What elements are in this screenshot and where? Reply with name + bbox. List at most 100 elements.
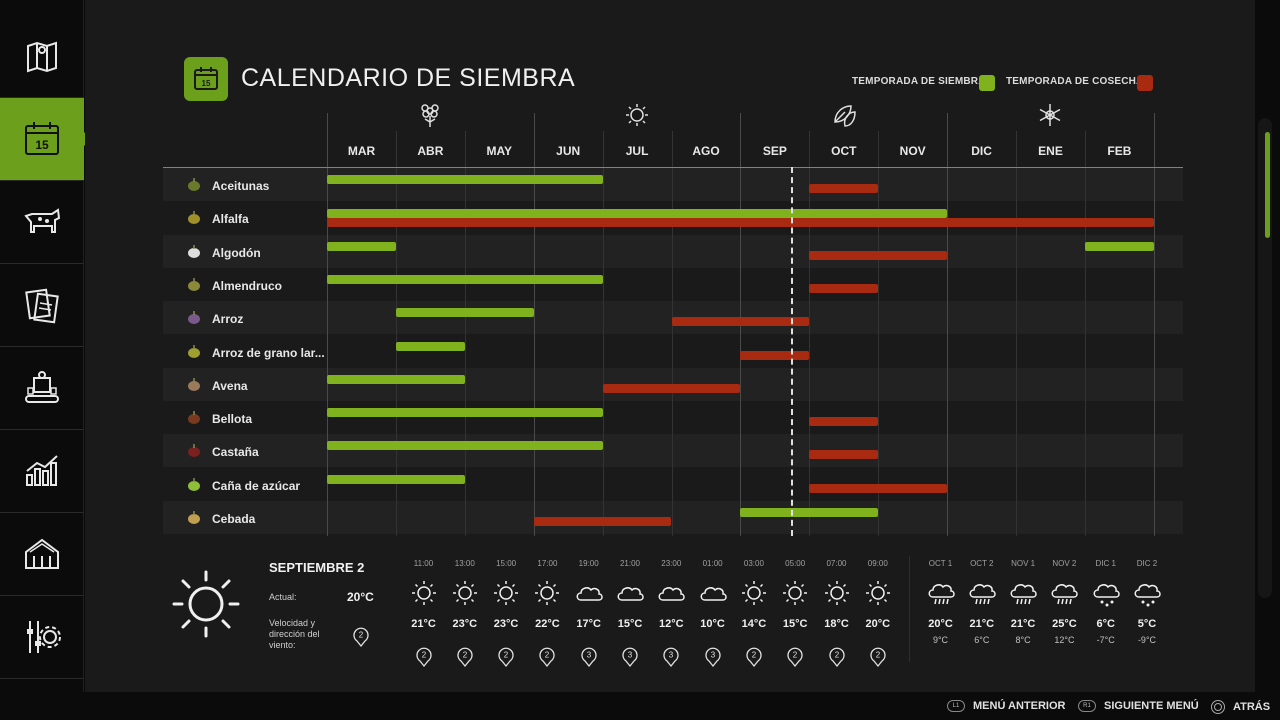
month-header-ago: AGO: [692, 144, 720, 158]
documents-icon: [25, 288, 59, 324]
forecast-day: DIC 2: [1136, 559, 1158, 568]
crop-name[interactable]: Cebada: [212, 512, 256, 526]
harvest-season-bar: [809, 450, 879, 460]
crop-name[interactable]: Caña de azúcar: [212, 478, 301, 493]
page-title: CALENDARIO DE SIEMBRA: [241, 64, 576, 92]
crop-name[interactable]: Castaña: [212, 445, 259, 460]
sidebar-item-factory[interactable]: [0, 347, 84, 430]
wind-direction-icon: 2: [415, 645, 433, 668]
crop-row-bg: [163, 334, 1183, 368]
month-header-jul: JUL: [625, 144, 649, 158]
crop-name[interactable]: Algodón: [212, 245, 261, 260]
today-marker: [791, 167, 793, 536]
crop-name[interactable]: Almendruco: [212, 278, 283, 293]
month-header-may: MAY: [486, 144, 513, 158]
sowing-season-bar: [1084, 241, 1154, 251]
forecast-hour: 13:00: [454, 559, 475, 568]
legend-harvest-label: TEMPORADA DE COSECHA: [1006, 76, 1144, 87]
wind-direction-icon: 3: [704, 645, 722, 668]
weather-date: SEPTIEMBRE 2: [269, 560, 365, 575]
sidebar-item-documents[interactable]: [0, 264, 84, 347]
forecast-day-min: 12°C: [1054, 635, 1075, 645]
back-button[interactable]: ATRÁS: [1211, 700, 1270, 714]
circle-button-icon: [1211, 700, 1225, 714]
sunny-icon: [452, 581, 477, 605]
month-header-feb: FEB: [1107, 144, 1132, 158]
sidebar-item-settings[interactable]: [0, 596, 84, 679]
cotton-icon: [185, 243, 203, 261]
harvest-season-bar: [809, 250, 948, 260]
previous-menu-button[interactable]: L1 MENÚ ANTERIOR: [947, 700, 1065, 712]
forecast-day-min: 6°C: [974, 635, 990, 645]
sowing-season-bar: [327, 209, 948, 218]
sowing-season-bar: [395, 341, 465, 351]
forecast-hour-temp: 23°C: [493, 618, 519, 630]
longrice-icon: [185, 343, 203, 361]
crop-name[interactable]: Arroz de grano lar...: [212, 345, 325, 360]
svg-text:2: 2: [752, 651, 757, 660]
forecast-hour: 05:00: [785, 559, 806, 568]
wind-direction-icon: 2: [828, 645, 846, 668]
calendar-icon: 15: [25, 122, 59, 155]
sidebar-item-barn[interactable]: [0, 513, 84, 596]
month-gridline: [464, 131, 466, 536]
sidebar-item-cow[interactable]: [0, 181, 84, 264]
summer-icon: [626, 104, 649, 126]
cloudy-icon: [658, 587, 686, 601]
forecast-day-min: -7°C: [1096, 635, 1115, 645]
sowing-season-bar: [327, 474, 465, 484]
month-gridline: [395, 131, 397, 536]
wind-direction-icon: 2: [745, 645, 763, 668]
next-menu-button[interactable]: R1 SIGUIENTE MENÚ: [1078, 700, 1199, 712]
crop-name[interactable]: Arroz: [212, 312, 244, 327]
svg-text:3: 3: [586, 651, 591, 660]
month-gridline: [878, 131, 880, 536]
harvest-season-bar: [740, 350, 810, 360]
barn-icon: [25, 538, 59, 569]
month-gridline: [327, 113, 328, 536]
rain-icon: [928, 584, 955, 605]
scrollbar-track[interactable]: [1258, 118, 1272, 598]
sidebar-item-map[interactable]: [0, 15, 84, 98]
forecast-day: DIC 1: [1095, 559, 1116, 568]
wind-direction-icon: 3: [621, 645, 639, 668]
crop-name[interactable]: Alfalfa: [212, 212, 249, 227]
svg-text:2: 2: [504, 651, 509, 660]
crop-row-bg: [163, 501, 1183, 534]
legend-sowing-swatch: [979, 75, 995, 91]
month-gridline: [947, 113, 949, 536]
forecast-hour: 23:00: [661, 559, 682, 568]
scrollbar-thumb[interactable]: [1265, 132, 1270, 238]
month-header-sep: SEP: [762, 144, 787, 158]
crop-name[interactable]: Avena: [212, 378, 248, 393]
previous-menu-label: MENÚ ANTERIOR: [973, 700, 1066, 712]
month-gridline: [671, 131, 673, 536]
forecast-hour: 17:00: [537, 559, 558, 568]
alfalfa-icon: [185, 209, 203, 227]
sowing-season-bar: [395, 308, 534, 318]
forecast-day-max: 20°C: [928, 618, 953, 630]
snow-icon: [1093, 584, 1120, 607]
settings-icon: [27, 621, 61, 653]
svg-text:2: 2: [359, 631, 364, 640]
crop-name[interactable]: Bellota: [212, 412, 253, 427]
svg-text:2: 2: [876, 651, 881, 660]
svg-text:3: 3: [710, 651, 715, 660]
spring-icon: [421, 104, 440, 127]
back-label: ATRÁS: [1233, 701, 1271, 713]
sidebar-item-calendar[interactable]: 15: [0, 98, 91, 181]
crop-name[interactable]: Aceitunas: [212, 179, 270, 193]
harvest-season-bar: [809, 283, 879, 293]
svg-text:15: 15: [35, 138, 49, 152]
forecast-hour-temp: 20°C: [865, 618, 891, 630]
sidebar-item-stats[interactable]: [0, 430, 84, 513]
harvest-season-bar: [533, 517, 672, 526]
sunny-icon: [741, 581, 766, 605]
sowing-season-bar: [327, 408, 603, 418]
forecast-day-min: 9°C: [932, 635, 949, 645]
month-gridline: [1153, 113, 1155, 536]
rain-icon: [1010, 584, 1037, 605]
month-header-ene: ENE: [1038, 144, 1063, 158]
month-header-abr: ABR: [417, 144, 444, 158]
forecast-hour: 15:00: [496, 559, 517, 568]
